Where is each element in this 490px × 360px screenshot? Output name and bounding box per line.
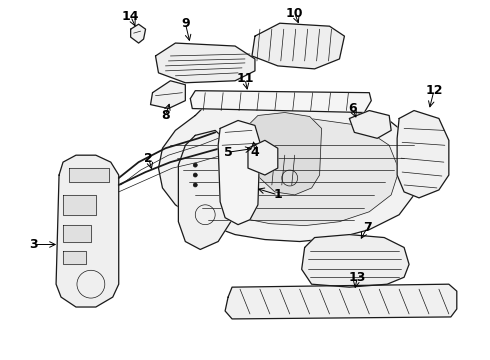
Polygon shape	[397, 111, 449, 198]
Text: 5: 5	[224, 146, 232, 159]
Polygon shape	[150, 81, 185, 109]
Text: 14: 14	[122, 10, 139, 23]
Polygon shape	[69, 168, 109, 182]
Text: 10: 10	[286, 7, 303, 20]
Polygon shape	[63, 195, 96, 215]
Circle shape	[193, 183, 197, 187]
Polygon shape	[155, 43, 255, 83]
Text: 6: 6	[348, 102, 357, 115]
Polygon shape	[190, 91, 371, 113]
Text: 3: 3	[29, 238, 38, 251]
Polygon shape	[56, 155, 119, 307]
Polygon shape	[302, 235, 409, 287]
Text: 12: 12	[425, 84, 442, 97]
Polygon shape	[178, 130, 235, 249]
Polygon shape	[63, 225, 91, 242]
Text: 8: 8	[161, 109, 170, 122]
Text: 1: 1	[273, 188, 282, 201]
Polygon shape	[218, 121, 260, 225]
Text: 4: 4	[250, 146, 259, 159]
Polygon shape	[63, 251, 86, 264]
Text: 9: 9	[181, 17, 190, 30]
Circle shape	[193, 173, 197, 177]
Circle shape	[193, 163, 197, 167]
Polygon shape	[248, 140, 278, 175]
Polygon shape	[208, 118, 399, 226]
Text: 2: 2	[144, 152, 153, 165]
Polygon shape	[131, 24, 146, 43]
Polygon shape	[248, 113, 321, 195]
Polygon shape	[225, 284, 457, 319]
Polygon shape	[158, 105, 419, 242]
Text: 7: 7	[363, 221, 372, 234]
Polygon shape	[252, 23, 344, 69]
Polygon shape	[349, 111, 391, 138]
Text: 11: 11	[236, 72, 254, 85]
Text: 13: 13	[349, 271, 366, 284]
